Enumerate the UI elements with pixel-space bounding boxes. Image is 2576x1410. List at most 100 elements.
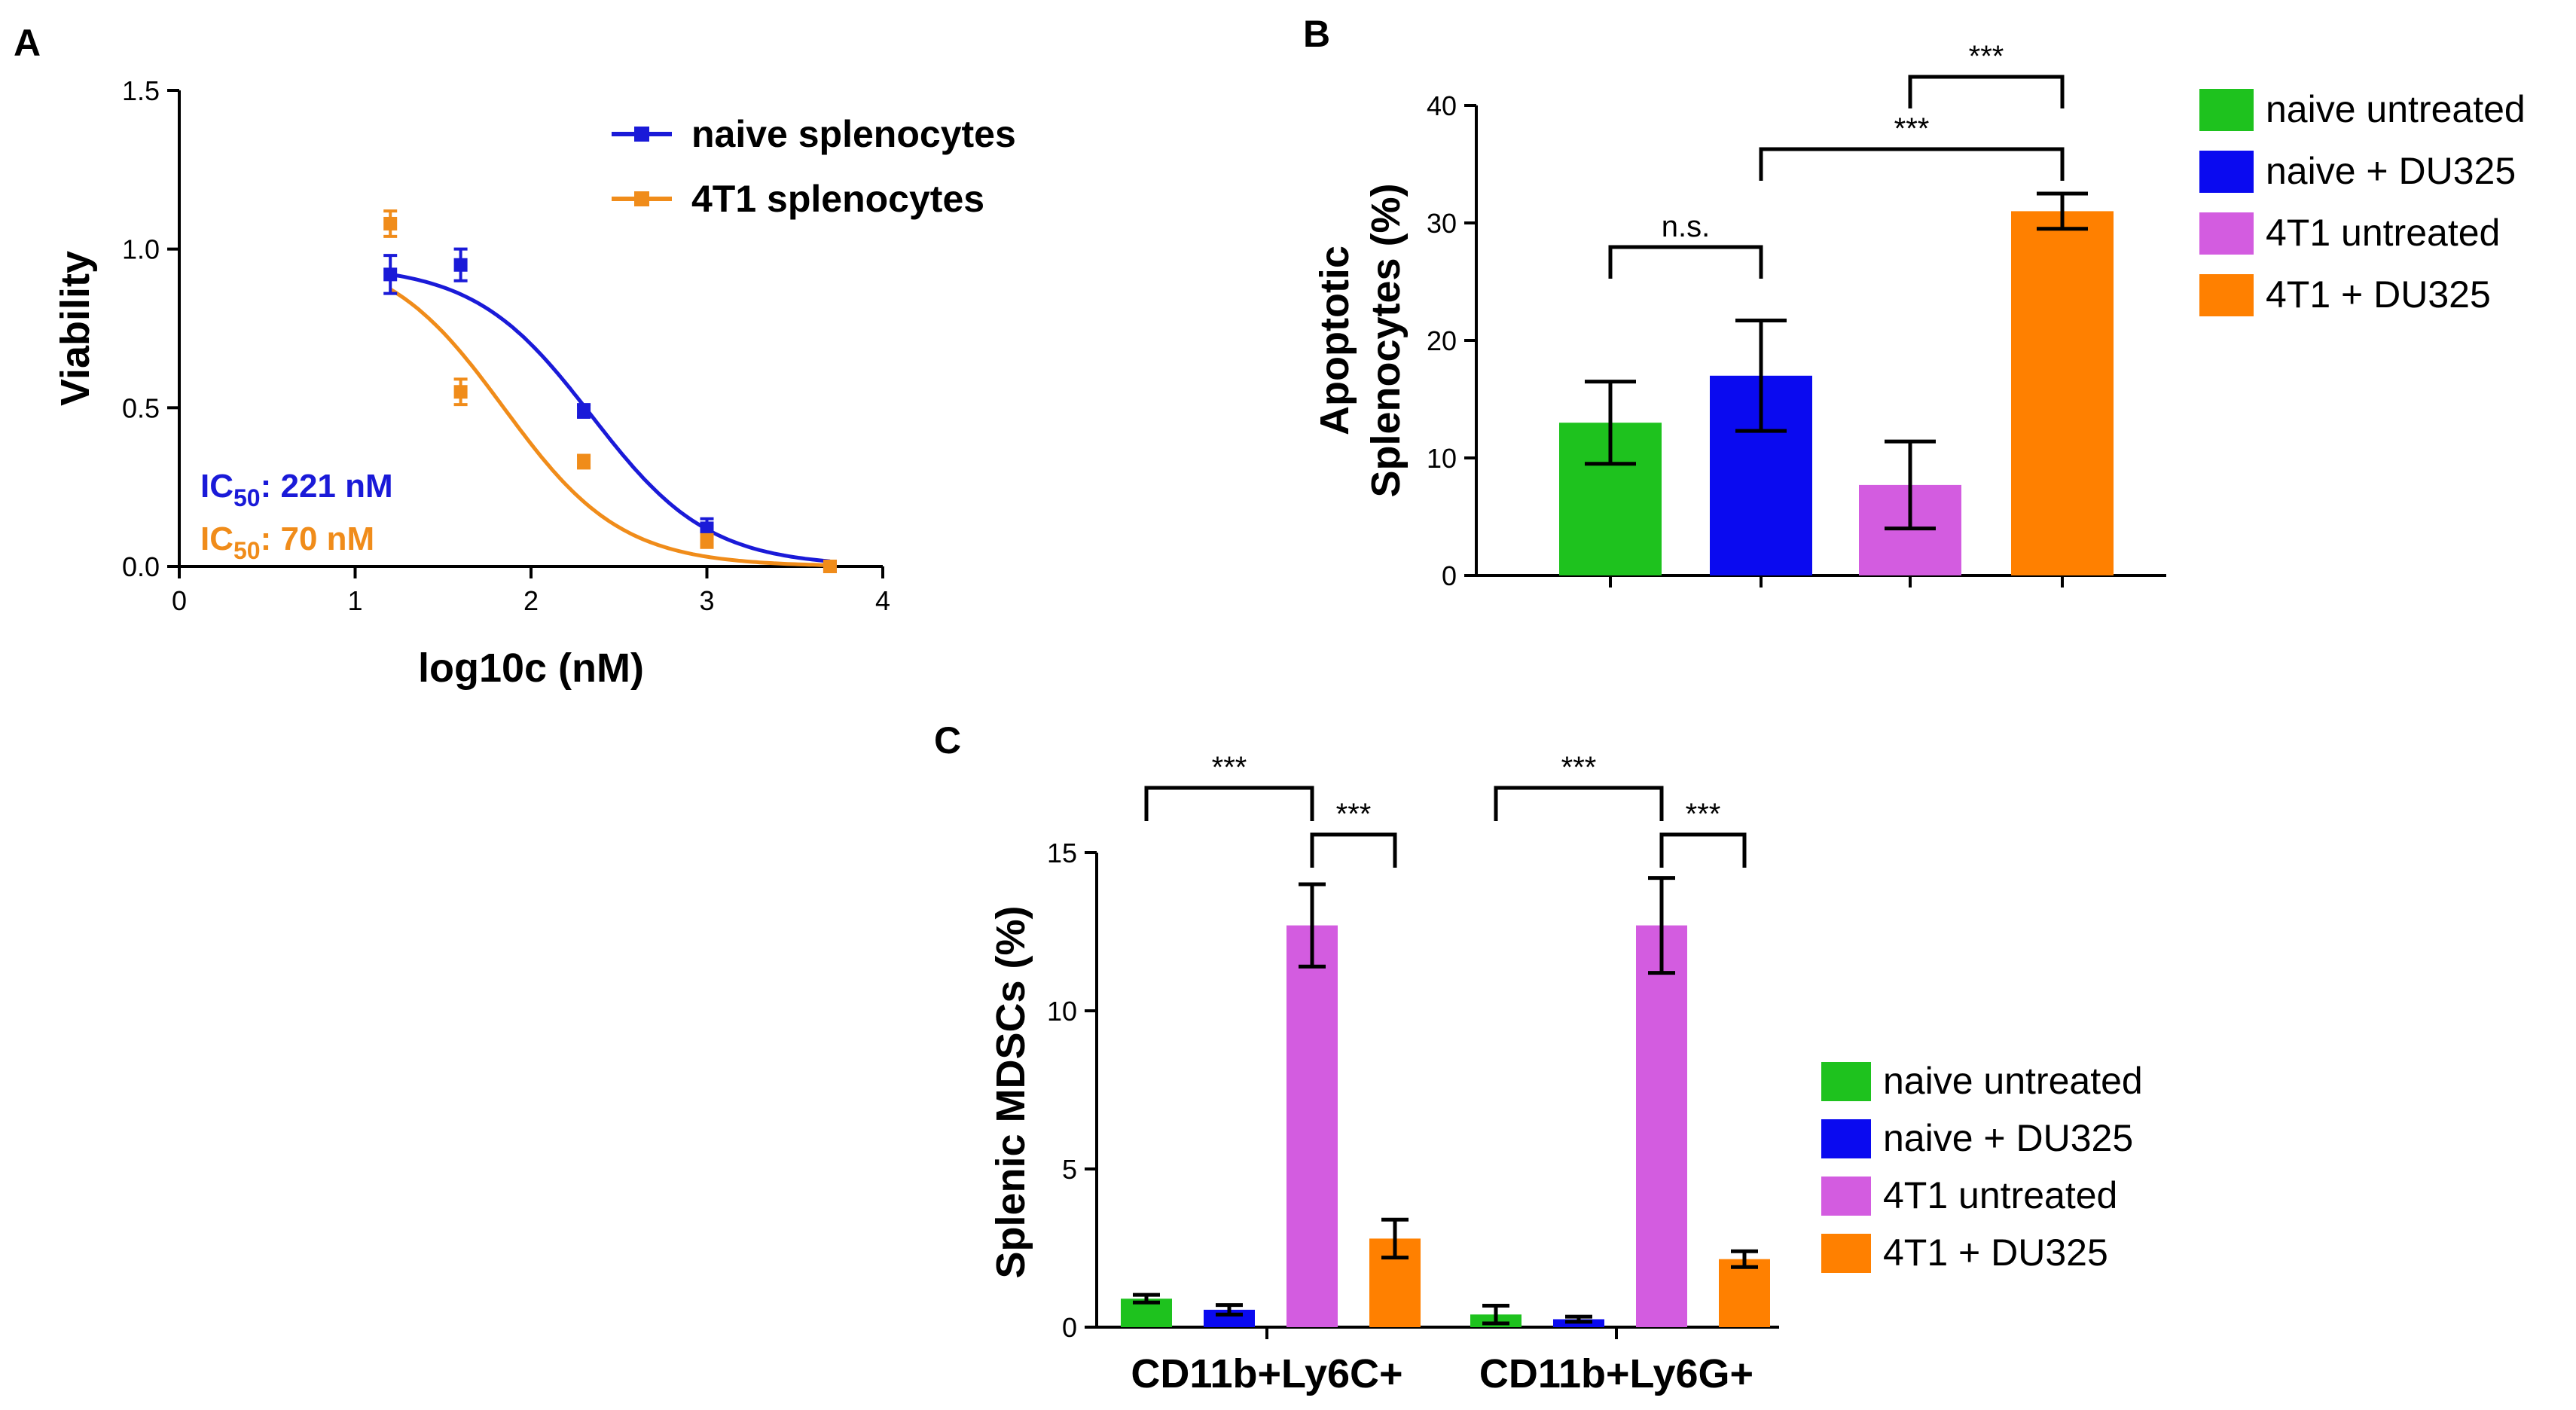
panel-b-legend: naive untreated naive + DU325 4T1 untreate…	[2199, 88, 2526, 316]
panel-b-legend-swatch-0	[2199, 89, 2254, 131]
panel-label-b: B	[1303, 13, 1330, 55]
panel-c-group-label-1: CD11b+Ly6G+	[1479, 1351, 1753, 1396]
panel-a-ic50-value: : 221 nM	[261, 468, 393, 505]
panel-c-legend-swatch-0	[1821, 1062, 1871, 1101]
panel-b-y-axis-title-line2: Splenocytes (%)	[1363, 183, 1409, 497]
panel-a-data-point	[700, 534, 714, 548]
panel-a-legend-label-0: naive splenocytes	[691, 113, 1016, 155]
panel-c-y-axis-title: Splenic MDSCs (%)	[988, 905, 1033, 1278]
panel-a-y-tick-label: 1.0	[122, 234, 160, 265]
panel-b-ticks: 0 10 20 30 40	[1427, 90, 2064, 591]
panel-c-legend-swatch-2	[1821, 1177, 1871, 1216]
panel-b-significance-label: n.s.	[1662, 210, 1710, 243]
panel-label-a: A	[14, 22, 41, 64]
panel-c-significance-bracket	[1659, 832, 1747, 868]
panel-a-x-tick-label: 4	[875, 585, 890, 616]
panel-b-y-tick-label: 30	[1427, 208, 1457, 239]
panel-a-ic50-label-0: IC50: 221 nM	[200, 468, 393, 511]
panel-b-significance-brackets: n.s. *** ***	[1608, 40, 2065, 279]
panel-c-significance-label: ***	[1561, 751, 1597, 784]
panel-c-significance-bracket	[1144, 786, 1314, 821]
panel-a-ic50-subscript: 50	[233, 537, 261, 564]
panel-a-data-point	[453, 385, 468, 399]
panel-a-fit-curve-0	[389, 272, 831, 563]
panel-a-data-point	[383, 267, 398, 282]
panel-b-legend-label-3: 4T1 + DU325	[2266, 273, 2491, 316]
panel-a-legend: naive splenocytes 4T1 splenocytes	[612, 113, 1016, 220]
panel-a-x-tick-label: 0	[172, 585, 187, 616]
panel-a-data-point	[577, 454, 591, 468]
panel-c-y-tick-label: 5	[1062, 1154, 1077, 1185]
panel-b-significance-bracket	[1759, 147, 2065, 181]
panel-a-ic50-label-1: IC50: 70 nM	[200, 520, 374, 564]
panel-c-y-tick-label: 0	[1062, 1312, 1077, 1343]
panel-b-significance-bracket	[1908, 75, 2065, 108]
panel-a-dose-response-chart: 0 1 2 3 40.00.51.01.5 log10c (nM) Viability …	[53, 75, 1016, 691]
panel-b-legend-swatch-1	[2199, 151, 2254, 193]
panel-b-significance-label: ***	[1969, 40, 2004, 73]
panel-a-ic50-subscript: 50	[233, 484, 261, 511]
panel-a-fit-curves	[389, 272, 831, 567]
panel-c-significance-bracket	[1310, 832, 1397, 868]
panel-a-data-point	[577, 404, 591, 418]
panel-c-legend-label-0: naive untreated	[1883, 1060, 2143, 1102]
panel-b-y-axis-title-line1: Apoptotic	[1312, 246, 1357, 435]
panel-b-bar-3	[2011, 211, 2114, 575]
panel-b-significance-label: ***	[1894, 112, 1930, 145]
panel-c-legend: naive untreated naive + DU325 4T1 untreate…	[1821, 1060, 2143, 1274]
panel-a-data-point	[383, 216, 398, 230]
panel-a-y-tick-label: 0.0	[122, 551, 160, 582]
panel-a-y-axis-title: Viability	[53, 251, 98, 406]
panel-label-c: C	[934, 719, 961, 761]
panel-a-x-tick-label: 3	[699, 585, 714, 616]
panel-c-legend-label-2: 4T1 untreated	[1883, 1174, 2117, 1216]
panel-c-legend-label-3: 4T1 + DU325	[1883, 1231, 2108, 1274]
panel-a-data-point	[823, 560, 837, 573]
panel-a-y-tick-label: 0.5	[122, 392, 160, 423]
panel-b-legend-swatch-3	[2199, 274, 2254, 316]
panel-a-error-bar	[453, 247, 468, 282]
panel-a-y-tick-label: 1.5	[122, 75, 160, 106]
panel-a-data-points	[383, 209, 837, 573]
panel-b-significance-bracket	[1608, 245, 1763, 279]
panel-a-data-point	[453, 258, 468, 272]
panel-a-legend-label-1: 4T1 splenocytes	[691, 178, 984, 220]
panel-b-y-tick-label: 0	[1442, 560, 1457, 591]
panel-c-legend-swatch-1	[1821, 1119, 1871, 1158]
panel-a-legend-marker-1	[634, 191, 649, 206]
panel-c-legend-label-1: naive + DU325	[1883, 1117, 2133, 1159]
panel-a-ic50-value: : 70 nM	[261, 520, 375, 557]
panel-c-y-tick-label: 10	[1047, 996, 1077, 1027]
panel-c-significance-bracket	[1494, 786, 1664, 821]
panel-b-legend-label-1: naive + DU325	[2266, 150, 2516, 192]
panel-a-ic50-prefix: IC	[200, 468, 233, 505]
panel-a-ic50-prefix: IC	[200, 520, 233, 557]
panel-c-significance-label: ***	[1686, 798, 1721, 831]
panel-c-group-label-0: CD11b+Ly6C+	[1131, 1351, 1402, 1396]
panel-c-legend-swatch-3	[1821, 1234, 1871, 1273]
panel-c-significance-brackets: *** *** *** ***	[1144, 751, 1747, 868]
panel-a-legend-marker-0	[634, 127, 649, 142]
panel-b-y-tick-label: 10	[1427, 443, 1457, 474]
panel-c-significance-label: ***	[1336, 798, 1372, 831]
panel-b-bars	[1559, 191, 2114, 575]
panel-b-apoptosis-bar-chart: 0 10 20 30 40 n.s. *** *** Apoptotic Splenocyt…	[1312, 40, 2526, 591]
panel-c-bar-2-0	[1286, 925, 1338, 1327]
panel-c-significance-label: ***	[1212, 751, 1247, 784]
panel-b-y-tick-label: 20	[1427, 325, 1457, 356]
panel-b-legend-swatch-2	[2199, 212, 2254, 255]
panel-c-bar-2-1	[1636, 925, 1687, 1327]
panel-c-y-tick-label: 15	[1047, 838, 1077, 868]
panel-a-data-point	[700, 521, 714, 536]
panel-a-fit-curve-1	[389, 287, 831, 567]
panel-a-x-tick-label: 2	[523, 585, 539, 616]
panel-c-group-labels: CD11b+Ly6C+ CD11b+Ly6G+	[1131, 1351, 1753, 1396]
panel-a-ticks: 0 1 2 3 4 0.0 0.5 1.0 1.5	[122, 75, 890, 616]
panel-b-legend-label-0: naive untreated	[2266, 88, 2526, 130]
panel-c-bars	[1121, 876, 1770, 1327]
panel-c-bar-3-1	[1719, 1259, 1770, 1327]
panel-b-legend-label-2: 4T1 untreated	[2266, 212, 2500, 254]
